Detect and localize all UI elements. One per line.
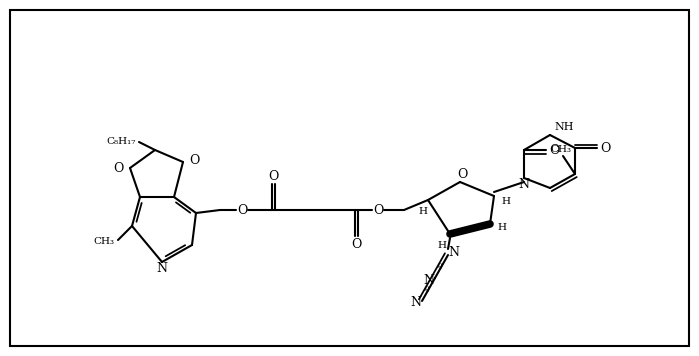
- Text: θ: θ: [425, 286, 429, 294]
- Text: C₈H₁₇: C₈H₁₇: [107, 136, 136, 146]
- Text: N: N: [449, 246, 459, 260]
- Text: O: O: [549, 143, 559, 157]
- Text: CH₃: CH₃: [93, 237, 114, 246]
- Text: H: H: [501, 198, 510, 206]
- Text: O: O: [600, 141, 610, 155]
- Text: H: H: [419, 208, 428, 216]
- Text: O: O: [351, 237, 361, 251]
- Text: H: H: [498, 224, 507, 232]
- Text: O: O: [189, 153, 199, 167]
- Text: N: N: [410, 297, 421, 309]
- Text: NH: NH: [554, 122, 573, 132]
- Text: O: O: [373, 204, 383, 216]
- Text: θ: θ: [438, 263, 442, 271]
- Text: H: H: [438, 241, 447, 251]
- Text: N: N: [519, 178, 530, 190]
- Text: N: N: [424, 273, 435, 287]
- Text: O: O: [268, 169, 278, 183]
- Text: O: O: [457, 168, 467, 182]
- Text: CH₃: CH₃: [551, 145, 572, 153]
- Text: O: O: [114, 162, 124, 174]
- Text: N: N: [157, 262, 168, 276]
- Text: O: O: [237, 204, 247, 216]
